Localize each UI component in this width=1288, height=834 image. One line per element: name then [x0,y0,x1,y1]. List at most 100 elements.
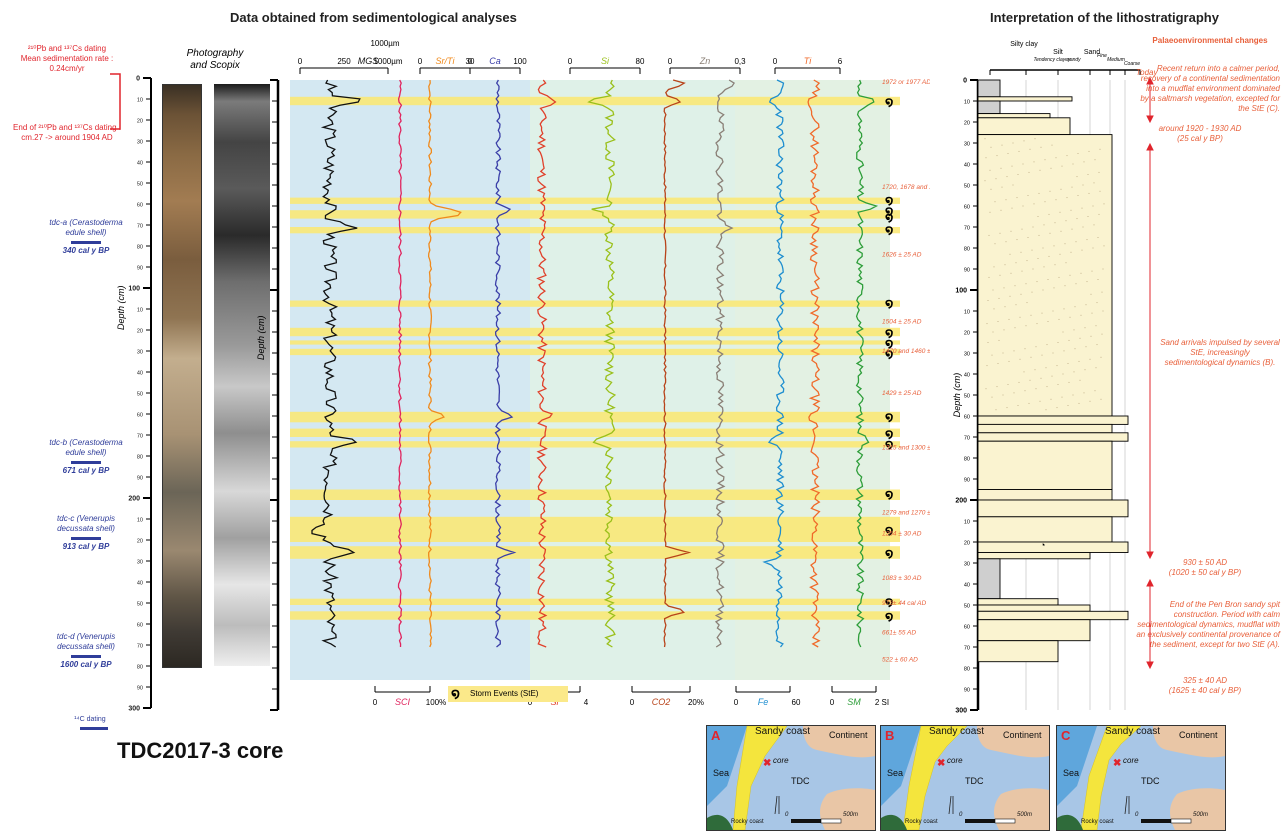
sand-dot [1037,258,1039,259]
top-curve-name: Si [601,56,610,66]
north-arrow [774,795,778,815]
top-axis-min: 0 [418,57,423,66]
sand-dot [1004,264,1006,266]
map-letter: B [885,728,895,743]
sand-dot [1035,388,1037,390]
depth-tick-label: 100 [128,286,140,293]
sand-dot [1051,144,1053,146]
continent-area [994,788,1049,830]
litho-depth-tick-label: 60 [964,205,970,211]
sand-dot [1021,228,1023,230]
sand-dot [1049,190,1051,192]
sand-dot [1059,253,1061,255]
sand-dot [1030,314,1032,316]
continent-area [1170,788,1225,830]
top-curve-name: Ti [804,56,812,66]
depth-tick-label: 40 [137,581,143,587]
sand-dot [1038,192,1040,194]
sand-dot [1038,234,1040,236]
curve-ti [807,79,821,648]
top-axis-min: 0 [468,57,473,66]
top-axis-min: 0 [568,57,573,66]
storm-band [290,598,900,605]
north-arrow [1124,795,1128,815]
sand-layer [977,499,1129,518]
litho-depth-tick-label: 10 [964,520,970,526]
storm-band [290,411,900,423]
storm-band [290,227,900,234]
sand-dot [1075,283,1077,285]
bottom-curve-name: Sr [551,697,561,707]
c14-legend-bar [80,727,108,730]
interp-sand-arrivals: Sand arrivals impulsed by several StE, i… [1160,338,1280,367]
sand-dot [1007,153,1009,154]
sandy-spit [1080,726,1142,830]
sand-dot [1058,276,1060,278]
curve-zn [714,79,736,648]
interp-1920-sub: (25 cal y BP) [1177,134,1223,143]
top-axis-min: 0 [773,57,778,66]
sand-dot [1077,195,1079,196]
sand-dot [1010,272,1012,274]
sand-layer [977,113,1051,119]
sand-dot [1013,350,1015,352]
storm-band [290,300,900,307]
depth-tick-label: 80 [137,665,143,671]
sand-dot [1055,157,1057,159]
sand-dot [1017,405,1019,406]
sand-layer [977,423,1113,434]
map-sea-label: Sea [887,768,904,778]
sand-dot [1010,230,1012,232]
map-scale-label: 500m [1193,812,1209,818]
sample-bar [71,461,101,464]
clay-layer [977,100,1001,115]
litho-depth-tick-label: 30 [964,562,970,568]
sand-dot [1004,306,1006,308]
litho-depth-tick-label: 40 [964,373,970,379]
sand-dot [1005,241,1007,243]
sand-dot [1088,150,1090,152]
interp-930-head: 930 ± 50 AD [1182,558,1228,567]
map-core-label: core [947,756,963,765]
core-marker-icon: ✖ [1113,758,1121,769]
sand-dot [995,178,997,180]
litho-depth-tick-label: 80 [964,247,970,253]
litho-depth-tick-label: 60 [964,415,970,421]
sand-dot [1087,216,1089,217]
rocky-coast-area [1057,814,1083,830]
sand-layer [977,440,1113,490]
sand-layer [977,117,1071,136]
storm-spiral-icon: ໑ [885,210,893,225]
sand-dot [1099,148,1101,150]
depth-tick-label: 70 [137,224,143,230]
storm-spiral-icon: ໑ [885,487,893,502]
sand-layer [977,598,1059,606]
continent-area [977,726,1049,758]
litho-depth-tick-label: 30 [964,142,970,148]
storm-spiral-icon: ໑ [885,546,893,561]
event-date: 1470 and 1460 ± 25 AD [882,348,930,355]
curve-srti [427,79,462,648]
map-scale-zero: 0 [1135,812,1139,818]
event-date: 522 ± 60 AD [882,657,918,664]
sand-dot [1069,316,1071,318]
sand-layer [977,489,1113,501]
sand-dot [1089,400,1091,402]
sand-dot [1080,314,1082,316]
sample-bar [71,537,101,540]
sand-dot [1076,176,1078,178]
continent-area [820,788,875,830]
sand-dot [1057,384,1059,385]
sand-dot [1051,375,1053,377]
sand-dot [1042,247,1044,249]
sand-dot [1065,220,1067,222]
sand-dot [1069,274,1071,276]
sand-dot [994,201,996,203]
sand-dot [994,243,996,245]
sand-dot [1043,266,1045,268]
sand-dot [1044,201,1046,203]
sand-dot [1095,325,1097,327]
depth-tick-label: 30 [137,140,143,146]
sand-dot [998,297,1000,299]
sand-dot [1048,255,1050,257]
